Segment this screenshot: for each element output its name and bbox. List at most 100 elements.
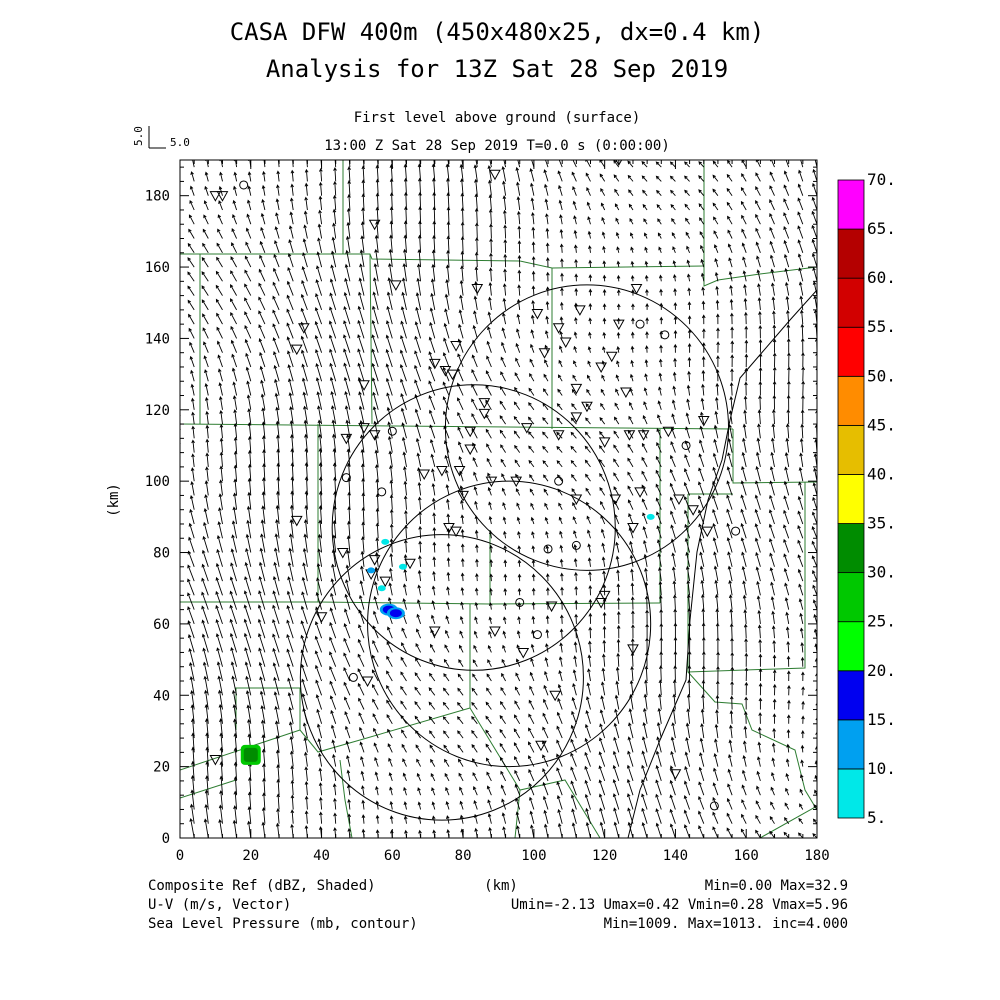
wind-vector <box>314 650 323 667</box>
wind-vector <box>543 809 549 824</box>
wind-vector <box>798 817 804 824</box>
wind-vector <box>584 765 591 782</box>
wind-vector <box>415 744 421 753</box>
wind-vector <box>771 296 776 310</box>
wind-vector <box>261 198 266 211</box>
wind-vector <box>712 826 719 838</box>
wind-vector <box>202 313 209 325</box>
wind-vector <box>616 274 621 282</box>
wind-vector <box>644 595 649 610</box>
wind-vector <box>687 342 692 353</box>
wind-vector <box>360 756 365 767</box>
wind-vector <box>514 686 521 696</box>
wind-vector <box>300 663 308 682</box>
wind-vector <box>517 269 522 282</box>
wind-vector <box>274 378 280 396</box>
wind-vector <box>344 405 351 425</box>
wind-vector <box>500 444 506 453</box>
wind-vector <box>599 431 606 439</box>
wind-vector <box>302 722 308 739</box>
wind-vector <box>486 443 492 453</box>
reflectivity-echoes <box>240 513 655 765</box>
wind-vector <box>375 507 380 525</box>
wind-vector <box>601 556 606 567</box>
wind-vector <box>613 416 620 425</box>
county-line <box>369 253 373 425</box>
wind-vector <box>698 203 705 211</box>
wind-vector <box>797 510 804 525</box>
wind-vector <box>329 306 337 325</box>
wind-vector <box>246 213 252 225</box>
wind-vector <box>673 343 678 353</box>
wind-vector <box>715 709 719 724</box>
wind-vector <box>669 468 676 482</box>
wind-vector <box>400 407 407 425</box>
wind-vector <box>258 282 266 296</box>
colorbar-label: 5. <box>867 808 886 827</box>
wind-vector <box>544 670 549 682</box>
wind-vector <box>442 701 450 710</box>
wind-vector <box>401 627 407 639</box>
wind-vector <box>276 778 281 796</box>
wind-vector <box>400 700 407 710</box>
wind-vector <box>641 470 648 482</box>
colorbar: 5.10.15.20.25.30.35.40.45.50.55.60.65.70… <box>837 170 896 827</box>
wind-vector <box>346 221 351 239</box>
wind-vector <box>570 417 577 425</box>
wind-vector <box>344 725 351 739</box>
wind-vector <box>742 580 747 596</box>
wind-vector <box>414 715 421 725</box>
wind-vector <box>800 323 805 339</box>
wind-vector <box>328 334 337 353</box>
wind-vector <box>559 530 563 539</box>
wind-vector <box>641 821 648 838</box>
wind-vector <box>740 186 747 196</box>
wind-vector <box>488 281 493 296</box>
wind-vector <box>474 601 479 610</box>
wind-vector <box>713 230 719 239</box>
wind-vector <box>573 641 578 653</box>
wind-vector <box>429 744 436 753</box>
station-triangle <box>290 344 303 356</box>
wind-vector <box>811 555 817 567</box>
wind-vector <box>785 437 790 453</box>
wind-vector <box>286 605 294 625</box>
wind-vector <box>545 242 550 253</box>
wind-vector <box>243 590 252 610</box>
wind-vector <box>785 423 790 439</box>
wind-vector <box>730 637 734 653</box>
wind-vector <box>771 742 776 753</box>
wind-vector <box>586 187 591 196</box>
wind-vector <box>756 595 761 610</box>
wind-vector <box>343 376 351 396</box>
wind-vector <box>286 663 294 682</box>
wind-vector <box>372 713 379 725</box>
wind-vector <box>501 672 506 682</box>
wind-vector <box>215 619 223 639</box>
wind-vector <box>686 398 691 410</box>
wind-vector <box>445 469 450 482</box>
wind-vector <box>430 453 436 468</box>
wind-vector <box>656 189 662 197</box>
station-triangle <box>701 526 714 538</box>
colorbar-box <box>837 523 865 574</box>
wind-vector <box>357 319 365 339</box>
wind-vector <box>205 410 209 425</box>
wind-vector <box>445 264 450 282</box>
wind-vector <box>659 622 664 639</box>
wind-vector <box>545 530 549 539</box>
wind-vector <box>799 295 804 310</box>
wind-vector <box>415 292 422 310</box>
wind-vector <box>287 576 294 596</box>
wind-vector <box>602 611 607 624</box>
wind-vector <box>502 180 507 196</box>
wind-vector <box>245 547 252 567</box>
wind-vector <box>672 274 677 282</box>
station-triangle <box>446 369 459 381</box>
wind-vector <box>700 258 705 268</box>
wind-vector <box>545 271 550 282</box>
wind-vector <box>743 297 748 310</box>
colorbar-label: 10. <box>867 759 896 778</box>
wind-vector <box>274 533 280 553</box>
wind-vector <box>231 675 238 696</box>
